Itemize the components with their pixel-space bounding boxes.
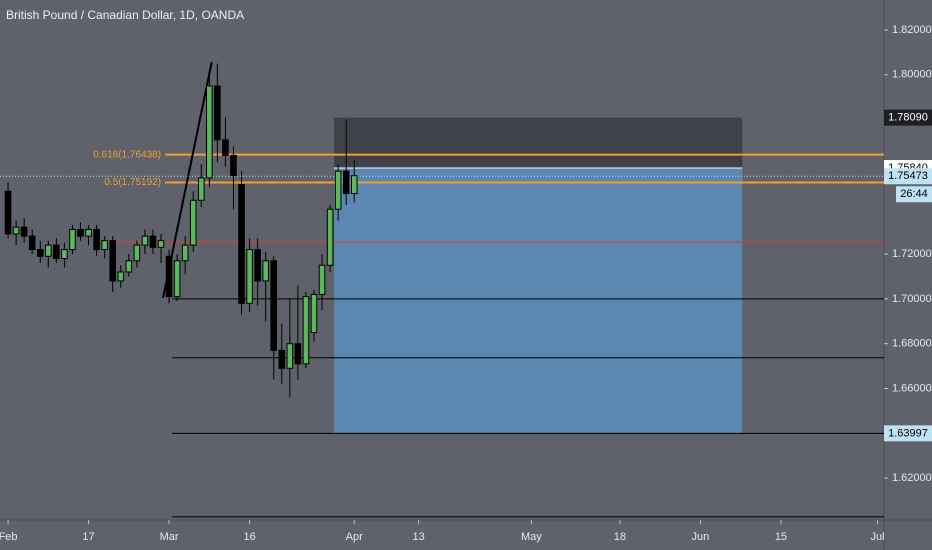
candle-body <box>141 235 149 246</box>
x-tick-label: 18 <box>614 531 626 543</box>
x-tick-label: Feb <box>0 531 18 543</box>
position-target-zone <box>334 168 743 434</box>
price-badge <box>884 109 932 126</box>
price-badge-label: 1.78090 <box>888 112 928 124</box>
candle-body <box>4 190 12 235</box>
candle-body <box>165 255 173 298</box>
price-badge-label: 1.75473 <box>888 170 928 182</box>
candle-body <box>342 170 350 195</box>
price-badge <box>884 168 932 185</box>
fib-label: 0.618(1.76438) <box>93 149 161 160</box>
candle-body <box>197 177 205 201</box>
x-tick-label: Apr <box>346 531 363 543</box>
candle-body <box>85 228 92 237</box>
x-tick-label: Mar <box>160 531 179 543</box>
candle-body <box>28 235 36 251</box>
x-tick-label: Jun <box>692 531 710 543</box>
candle-body <box>20 226 28 237</box>
x-tick-label: May <box>521 531 542 543</box>
price-badge-label: 1.63997 <box>888 427 928 439</box>
candle-body <box>125 260 133 273</box>
x-tick-label: 17 <box>82 531 94 543</box>
chart-title: British Pound / Canadian Dollar, 1D, OAN… <box>6 8 244 22</box>
candle-body <box>310 293 318 333</box>
candle-body <box>278 349 286 369</box>
candle-body <box>61 249 68 260</box>
candle-body <box>109 240 117 282</box>
candle-body <box>101 240 108 251</box>
candle-body <box>36 249 44 257</box>
candle-body <box>149 235 157 248</box>
candle-body <box>238 184 245 304</box>
x-tick-label: 16 <box>243 531 255 543</box>
candle-body <box>286 343 294 369</box>
candle-body <box>189 199 197 246</box>
candle-body <box>69 228 76 251</box>
x-tick-label: 15 <box>775 531 787 543</box>
candle-body <box>77 228 84 237</box>
x-tick-label: 13 <box>413 531 425 543</box>
candle-body <box>294 343 302 365</box>
fib-label: 0.5(1.75192) <box>104 177 161 188</box>
candle-body <box>254 249 261 282</box>
candle-body <box>53 244 60 260</box>
candle-body <box>181 244 189 262</box>
candle-body <box>117 271 125 282</box>
y-tick-label: 1.68000 <box>892 338 932 350</box>
price-badge <box>884 425 932 442</box>
candle-body <box>133 244 141 262</box>
y-tick-label: 1.70000 <box>892 293 932 305</box>
candle-body <box>93 228 100 251</box>
candle-body <box>350 175 358 195</box>
y-tick-label: 1.72000 <box>892 248 932 260</box>
candle-body <box>326 208 334 266</box>
y-tick-label: 1.66000 <box>892 382 932 394</box>
countdown: 26:44 <box>900 188 928 200</box>
candle-body <box>230 154 237 177</box>
candle-body <box>45 244 52 257</box>
position-stop-zone <box>334 117 743 169</box>
x-tick-label: Jul <box>871 531 885 543</box>
y-tick-label: 1.82000 <box>892 24 932 36</box>
candle-body <box>334 170 342 210</box>
candle-body <box>173 260 181 298</box>
candle-body <box>157 240 165 248</box>
candle-body <box>222 139 229 156</box>
candle-body <box>270 260 278 351</box>
y-tick-label: 1.62000 <box>892 472 932 484</box>
candle-body <box>318 264 326 295</box>
candle-body <box>214 85 221 141</box>
candle-body <box>246 249 253 304</box>
countdown-badge <box>896 186 932 203</box>
candle-body <box>262 260 269 282</box>
candle-body <box>12 226 20 235</box>
candle-body <box>206 85 213 179</box>
y-tick-label: 1.80000 <box>892 69 932 81</box>
candle-body <box>302 296 310 365</box>
